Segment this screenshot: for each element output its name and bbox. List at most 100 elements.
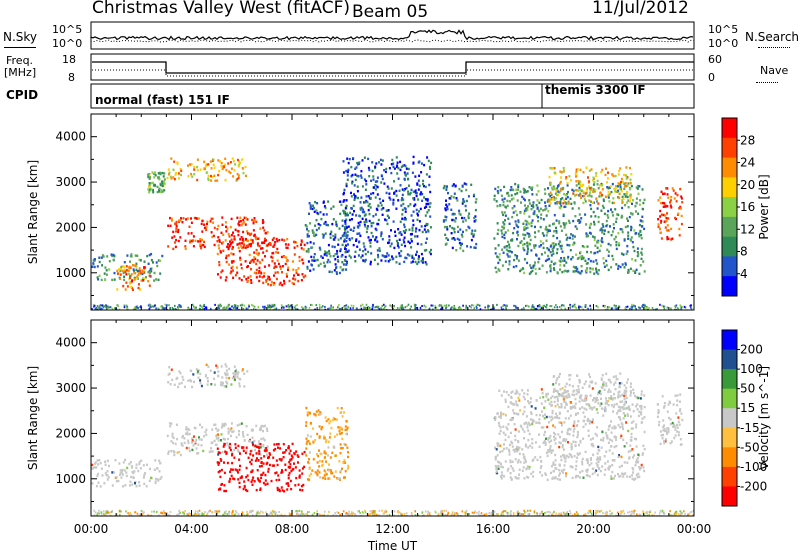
y-tick-label: 1000 [55, 472, 86, 486]
freq-trace [92, 61, 694, 77]
power-colorbar: 28 24 20 16 12 8 4 Power [dB] [721, 117, 771, 297]
velocity-feature-6 [550, 372, 632, 411]
velocity-panel [90, 319, 695, 517]
x-tick-label: 00:00 [677, 522, 712, 536]
velocity-colorbar-label: 100 [740, 362, 763, 376]
nsky-label: N.Sky [3, 30, 38, 44]
y-tick-label: 3000 [55, 175, 86, 189]
velocity-colorbar-label: -50 [740, 440, 760, 454]
velocity-colorbar: 200 100 50 15 -15 -50 -100 -200 Velocity [m s^-1… [721, 329, 771, 507]
power-colorbar-label: 8 [740, 245, 748, 259]
beam-title: Beam 05 [352, 2, 429, 22]
velocity-feature-0 [91, 458, 163, 488]
data-cells [91, 363, 694, 516]
velocity-feature-1 [167, 363, 249, 389]
y-axis-label: Slant Range [km] [26, 160, 40, 264]
velocity-color-step [722, 330, 737, 351]
power-feature-1 [116, 264, 151, 291]
velocity-color-step [722, 427, 737, 448]
velocity-color-step [722, 447, 737, 468]
velocity-color-step [722, 369, 737, 390]
data-cells [91, 155, 694, 310]
velocity-colorbar-label: 50 [740, 382, 755, 396]
n-tick-top-left: 10^5 [52, 23, 83, 36]
power-colorbar-title: Power [dB] [757, 174, 771, 239]
velocity-frame [90, 319, 695, 517]
x-tick-label: 08:00 [275, 522, 310, 536]
freq-label: Freq. [6, 54, 34, 67]
nsearch-line [90, 39, 695, 43]
cpid-segment-themis: themis 3300 IF [545, 83, 646, 97]
cpid-segment-normal: normal (fast) 151 IF [95, 93, 230, 107]
cpid-strip-frame [90, 83, 695, 109]
n-tick-bottom-right: 10^0 [708, 37, 739, 50]
cpid-label: CPID [6, 88, 39, 102]
power-feature-10 [548, 166, 633, 205]
velocity-colorbar-label: 15 [740, 401, 755, 415]
x-tick-label: 00:00 [74, 522, 109, 536]
y-tick-label: 3000 [55, 381, 86, 395]
x-tick-label: 16:00 [476, 522, 511, 536]
power-colorbar-label: 16 [740, 200, 755, 214]
y-axis-label: Slant Range [km] [26, 366, 40, 470]
y-tick-label: 1000 [55, 266, 86, 280]
velocity-colorbar-label: 200 [740, 343, 763, 357]
freq-tick-top: 18 [62, 53, 76, 66]
velocity-colorbar-label: -100 [740, 460, 767, 474]
station-title: Christmas Valley West (fitACF) [92, 0, 351, 18]
y-tick-label: 4000 [55, 336, 86, 350]
power-color-step [722, 276, 737, 297]
power-feature-11 [657, 187, 684, 241]
nave-label: Nave [760, 64, 789, 77]
freq-line [92, 61, 694, 74]
power-feature-7 [342, 155, 433, 266]
power-color-step [722, 118, 737, 139]
power-feature-8 [442, 182, 478, 253]
x-axis-label: Time UT [367, 539, 418, 553]
power-feature-2 [147, 171, 166, 194]
power-frame [90, 113, 695, 311]
power-colorbar-label: 20 [740, 178, 755, 192]
power-feature-9 [493, 182, 646, 276]
power-feature-5 [216, 236, 307, 287]
velocity-color-step [722, 466, 737, 487]
nsearch-label: N.Search [745, 30, 800, 44]
nave-tick-bottom: 0 [708, 71, 715, 84]
velocity-colorbar-title: Velocity [m s^-1] [757, 366, 771, 470]
power-panel [90, 113, 695, 311]
nave-line [92, 69, 694, 77]
n-tick-top-right: 10^5 [708, 23, 739, 36]
nave-dotted-icon [756, 82, 778, 83]
nave-tick-top: 60 [708, 53, 722, 66]
power-color-step [722, 197, 737, 218]
power-colorbar-label: 24 [740, 156, 755, 170]
power-color-step [722, 216, 737, 238]
nsky-underline-icon [4, 47, 36, 48]
velocity-feature-4 [305, 406, 350, 481]
power-feature-3 [166, 157, 247, 182]
velocity-colorbar-frame [721, 329, 738, 507]
n-tick-bottom-left: 10^0 [52, 37, 83, 50]
y-tick-label: 2000 [55, 426, 86, 440]
power-feature-4 [167, 216, 269, 251]
power-colorbar-label: 4 [740, 267, 748, 281]
power-color-step [722, 137, 737, 159]
freq-tick-bottom: 8 [68, 71, 75, 84]
nsky-trace [90, 29, 695, 43]
velocity-color-step [722, 486, 737, 507]
velocity-near-range-band [91, 509, 694, 516]
velocity-color-step [722, 349, 737, 370]
nsky-line [90, 29, 694, 41]
freq-unit-label: [MHz] [4, 66, 37, 79]
power-colorbar-label: 12 [740, 222, 755, 236]
power-near-range-band [91, 303, 694, 310]
y-tick-label: 4000 [55, 130, 86, 144]
y-tick-label: 2000 [55, 220, 86, 234]
date-title: 11/Jul/2012 [592, 0, 689, 18]
power-colorbar-label: 28 [740, 133, 755, 147]
power-color-step [722, 236, 737, 257]
nsky-strip-frame [90, 21, 695, 50]
velocity-feature-2 [166, 422, 269, 457]
axes-layer: 1000 2000 3000 4000 Slant Range [km] 1000 2000… [26, 113, 712, 553]
freq-strip-frame [90, 53, 695, 81]
